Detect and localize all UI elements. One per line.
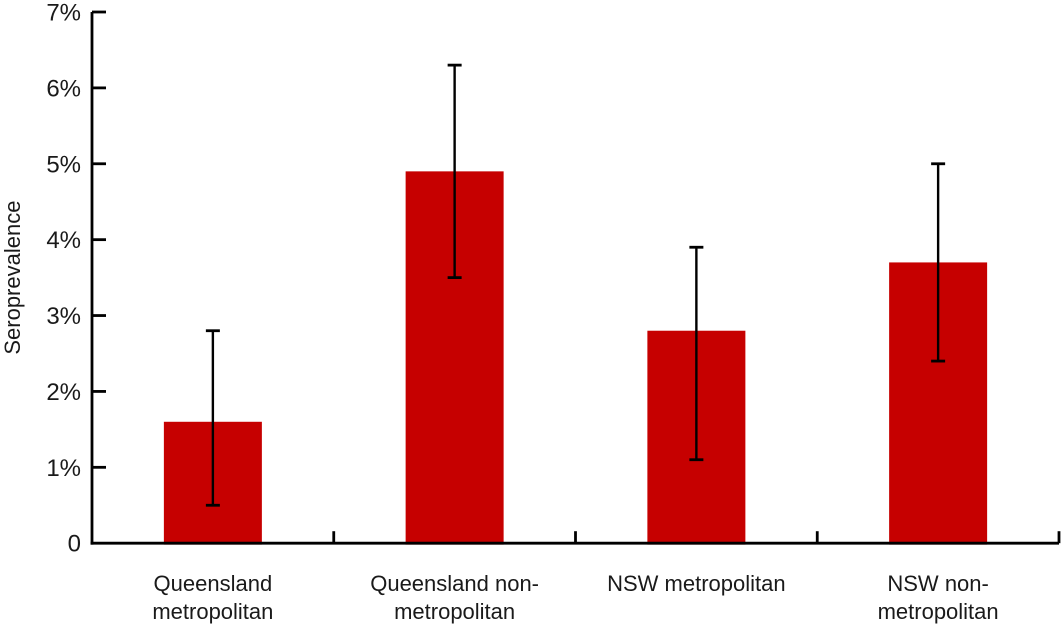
y-tick-label: 1% — [46, 455, 81, 482]
y-axis-title: Seroprevalence — [0, 201, 25, 355]
x-category-label-nsw-non-metropolitan: NSW non-metropolitan — [878, 571, 999, 624]
x-category-label-line: Queensland non- — [370, 571, 539, 596]
y-tick-label: 0 — [68, 531, 81, 558]
x-category-label-queensland-metropolitan: Queensland metropolitan — [152, 571, 273, 624]
error-bar-queensland-non-metropolitan — [447, 63, 462, 280]
error-bar-nsw-metropolitan — [689, 245, 704, 462]
x-category-label-nsw-metropolitan: NSW metropolitan — [607, 571, 786, 596]
x-category-label-line: metropolitan — [152, 599, 273, 624]
x-category-label-line: NSW metropolitan — [607, 571, 786, 596]
y-tick-label: 3% — [46, 303, 81, 330]
x-category-label-line: metropolitan — [878, 599, 999, 624]
x-category-label-queensland-non-metropolitan: Queensland non-metropolitan — [370, 571, 539, 624]
y-tick-label: 5% — [46, 151, 81, 178]
x-category-label-line: NSW non- — [887, 571, 988, 596]
x-category-label-line: metropolitan — [394, 599, 515, 624]
x-category-label-line: Queensland — [154, 571, 273, 596]
y-tick-label: 2% — [46, 379, 81, 406]
y-tick-label: 7% — [46, 0, 81, 27]
error-bar-nsw-non-metropolitan — [931, 162, 946, 363]
y-tick-label: 4% — [46, 227, 81, 254]
error-bar-queensland-metropolitan — [205, 329, 220, 507]
y-tick-label: 6% — [46, 75, 81, 102]
